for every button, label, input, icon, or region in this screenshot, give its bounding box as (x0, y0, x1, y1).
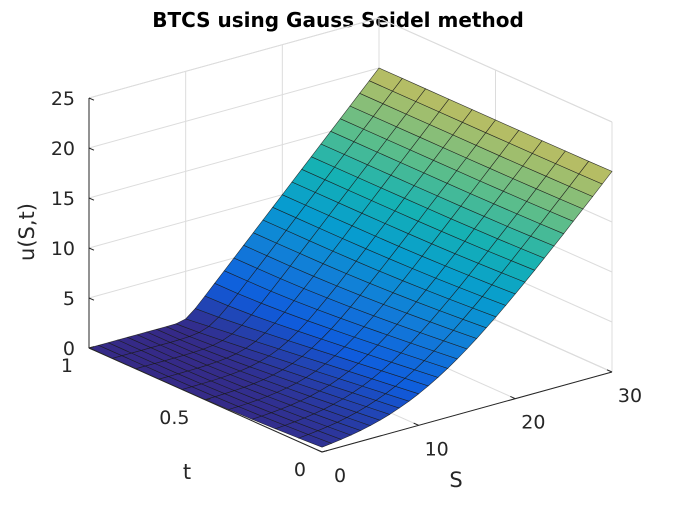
t-tick-label: 0.5 (159, 407, 189, 429)
u-tick-mark (88, 147, 95, 151)
t-tick-mark (321, 450, 328, 453)
u-tick-label: 10 (51, 238, 75, 260)
u-tick-mark (88, 297, 95, 301)
u-tick-mark (88, 247, 95, 251)
u-tick-mark (88, 97, 95, 101)
surface (88, 67, 613, 448)
surface-face (578, 160, 613, 185)
s-tick-mark (510, 396, 516, 400)
z-gridline (88, 67, 380, 149)
u-tick-label: 0 (63, 338, 75, 360)
s-tick-label: 30 (618, 385, 642, 407)
z-gridline (88, 17, 380, 99)
t-tick-mark (205, 398, 211, 401)
s-axis-line (321, 371, 613, 453)
s-tick-label: 10 (425, 438, 449, 460)
s-tick-mark (606, 369, 613, 373)
t-tick-mark (88, 346, 95, 349)
x-axis-label: S (449, 468, 462, 492)
z-axis-label: u(S,t) (15, 203, 39, 261)
u-tick-label: 5 (63, 288, 75, 310)
s-tick-label: 0 (334, 465, 346, 487)
t-tick-label: 0 (294, 459, 306, 481)
y-axis-label: t (183, 460, 191, 484)
u-tick-label: 20 (51, 138, 75, 160)
s-tick-mark (316, 449, 323, 453)
chart-title: BTCS using Gauss Seidel method (152, 8, 524, 32)
s-tick-label: 20 (521, 412, 545, 434)
u-tick-label: 25 (51, 88, 75, 110)
t-tick-label: 1 (61, 355, 73, 377)
s-tick-mark (413, 422, 419, 426)
u-tick-mark (88, 197, 95, 201)
u-tick-label: 15 (51, 188, 75, 210)
u-tick-mark (88, 347, 95, 351)
